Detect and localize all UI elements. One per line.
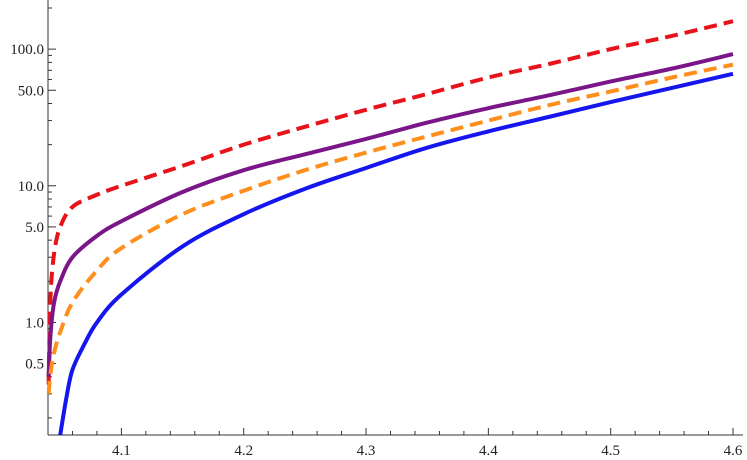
y-tick-label: 1.0 xyxy=(25,315,44,331)
series-line-1 xyxy=(46,19,734,385)
y-tick-label: 0.5 xyxy=(25,357,44,373)
x-tick-label: 4.4 xyxy=(479,443,498,459)
x-tick-label: 4.1 xyxy=(112,443,131,459)
y-tick-label: 10.0 xyxy=(18,179,44,195)
x-tick-label: 4.2 xyxy=(234,443,253,459)
x-tick-label: 4.6 xyxy=(724,443,743,459)
x-tick-label: 4.5 xyxy=(601,443,620,459)
y-tick-label: 5.0 xyxy=(25,220,44,236)
axes: 4.1 4.2 4.3 4.4 4.5 4.6 0.5 1.0 5.0 10.0 50.0 100.0 xyxy=(10,0,743,459)
y-tick-label: 100.0 xyxy=(10,42,44,58)
x-tick-label: 4.3 xyxy=(357,443,376,459)
series-line-4 xyxy=(58,71,734,436)
series-layer xyxy=(46,19,734,436)
series-line-2 xyxy=(46,52,734,377)
y-tick-label: 50.0 xyxy=(18,83,44,99)
series-line-3 xyxy=(46,62,734,395)
